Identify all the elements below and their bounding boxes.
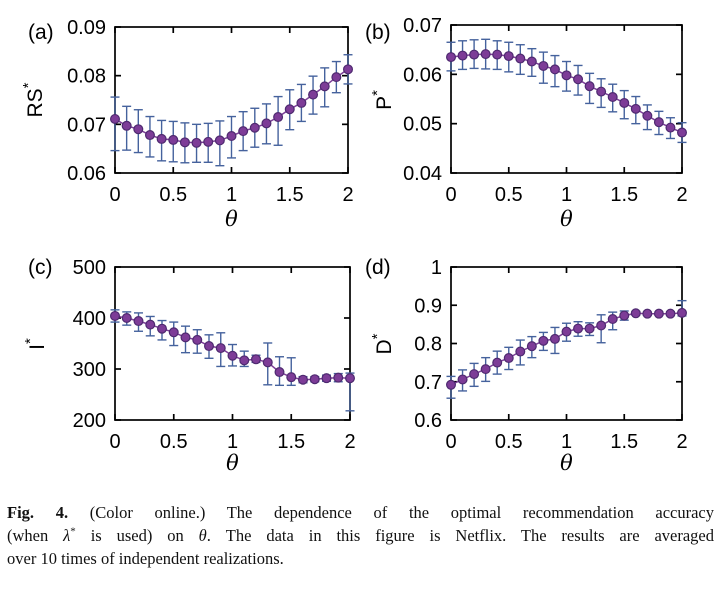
svg-text:0.07: 0.07 xyxy=(403,15,442,37)
subplot-a-chart: 0 0.5 1 1.5 2 0.06 0.07 0.08 0.09 (a) RS* θ xyxy=(20,17,354,231)
y-axis-label: D* xyxy=(369,333,396,354)
svg-text:2: 2 xyxy=(342,184,353,206)
subplot-b-chart: 0 0.5 1 1.5 2 0.04 0.05 0.06 0.07 (b) P* θ xyxy=(365,15,688,231)
tick-marks xyxy=(114,26,349,174)
lambda-superscript: * xyxy=(70,525,76,538)
axes-box xyxy=(450,266,683,421)
svg-text:1.5: 1.5 xyxy=(610,431,638,453)
y-axis-label: RS* xyxy=(20,82,47,117)
caption-line-2-rest: . The data in this figure is Netflix. Th… xyxy=(206,526,715,545)
svg-text:200: 200 xyxy=(73,410,106,432)
y-axis-label: I* xyxy=(22,338,49,350)
svg-text:0.05: 0.05 xyxy=(403,114,442,136)
y-tick-labels: 0.06 0.07 0.08 0.09 xyxy=(67,17,106,185)
error-bars xyxy=(110,54,353,167)
svg-text:0.5: 0.5 xyxy=(495,431,523,453)
x-tick-labels: 0 0.5 1 1.5 2 xyxy=(445,431,687,453)
y-tick-labels: 0.6 0.7 0.8 0.9 1 xyxy=(414,257,442,432)
subplot-c-chart: 0 0.5 1 1.5 2 200 300 400 500 (c) I* θ xyxy=(22,256,356,475)
y-axis-label: P* xyxy=(369,90,396,110)
caption-line-2-mid: is used) on xyxy=(75,526,199,545)
svg-text:1.5: 1.5 xyxy=(277,431,305,453)
subplot-d-chart: 0 0.5 1 1.5 2 0.6 0.7 0.8 0.9 1 (d) D* θ xyxy=(365,256,688,475)
data-markers xyxy=(445,307,688,390)
svg-text:0.5: 0.5 xyxy=(159,184,187,206)
data-markers xyxy=(445,49,688,138)
svg-text:1: 1 xyxy=(561,431,572,453)
svg-text:2: 2 xyxy=(676,431,687,453)
data-markers xyxy=(109,310,356,385)
svg-text:1.5: 1.5 xyxy=(610,184,638,206)
x-axis-label: θ xyxy=(225,207,238,231)
svg-text:0: 0 xyxy=(445,431,456,453)
theta-symbol: θ xyxy=(198,526,207,545)
svg-text:0.07: 0.07 xyxy=(67,114,106,136)
svg-text:1: 1 xyxy=(227,431,238,453)
svg-text:0.06: 0.06 xyxy=(67,163,106,185)
tick-marks xyxy=(114,266,351,421)
svg-text:0.9: 0.9 xyxy=(414,295,442,317)
svg-text:300: 300 xyxy=(73,359,106,381)
svg-text:0.04: 0.04 xyxy=(403,163,442,185)
axes-box xyxy=(114,266,351,421)
svg-text:0.7: 0.7 xyxy=(414,372,442,394)
svg-text:1.5: 1.5 xyxy=(276,184,304,206)
svg-text:500: 500 xyxy=(73,257,106,279)
data-markers xyxy=(109,64,354,148)
y-tick-labels: 200 300 400 500 xyxy=(73,257,106,432)
tick-marks xyxy=(450,24,683,174)
svg-text:1: 1 xyxy=(431,257,442,279)
svg-text:0.5: 0.5 xyxy=(160,431,188,453)
svg-text:2: 2 xyxy=(676,184,687,206)
panel-label: (a) xyxy=(28,21,54,44)
svg-text:0: 0 xyxy=(109,431,120,453)
svg-text:400: 400 xyxy=(73,308,106,330)
x-tick-labels: 0 0.5 1 1.5 2 xyxy=(109,184,353,206)
caption-line-2: (when λ* is used) on θ. The data in this… xyxy=(7,524,714,547)
panel-label: (c) xyxy=(28,256,53,279)
svg-text:0: 0 xyxy=(445,184,456,206)
x-tick-labels: 0 0.5 1 1.5 2 xyxy=(109,431,355,453)
svg-text:0.8: 0.8 xyxy=(414,334,442,356)
x-tick-labels: 0 0.5 1 1.5 2 xyxy=(445,184,687,206)
panel-label: (d) xyxy=(365,256,391,279)
caption-line-3: over 10 times of independent realization… xyxy=(7,549,284,568)
lambda-symbol: λ xyxy=(63,526,71,545)
svg-text:0.09: 0.09 xyxy=(67,17,106,39)
panel-label: (b) xyxy=(365,21,391,44)
svg-text:1: 1 xyxy=(561,184,572,206)
svg-text:2: 2 xyxy=(344,431,355,453)
caption-line-2-pre: (when xyxy=(7,526,64,545)
svg-text:0.5: 0.5 xyxy=(495,184,523,206)
svg-text:0.08: 0.08 xyxy=(67,66,106,88)
caption-figure-label: Fig. 4. xyxy=(7,503,69,522)
svg-text:0.6: 0.6 xyxy=(414,410,442,432)
y-tick-labels: 0.04 0.05 0.06 0.07 xyxy=(403,15,442,185)
svg-text:0.06: 0.06 xyxy=(403,64,442,86)
x-axis-label: θ xyxy=(226,451,239,475)
caption-line-1: Fig. 4. (Color online.) The dependence o… xyxy=(7,501,714,524)
caption-line-1-text: (Color online.) The dependence of the op… xyxy=(68,503,714,522)
x-axis-label: θ xyxy=(560,207,573,231)
x-axis-label: θ xyxy=(560,451,573,475)
tick-marks xyxy=(450,266,683,421)
svg-text:0: 0 xyxy=(109,184,120,206)
figure-caption: Fig. 4. (Color online.) The dependence o… xyxy=(7,501,714,570)
svg-text:1: 1 xyxy=(226,184,237,206)
